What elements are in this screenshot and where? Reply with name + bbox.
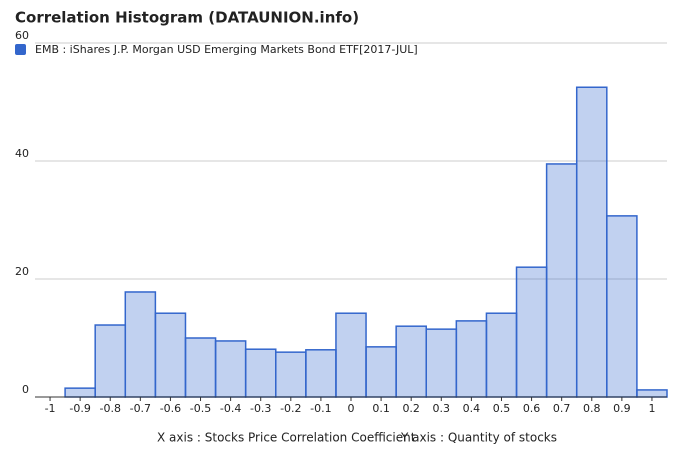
x-tick-label: 0.7 [553, 402, 571, 415]
x-tick-label: 0.2 [402, 402, 420, 415]
y-tick-label: 40 [15, 147, 29, 160]
legend-swatch [15, 44, 26, 55]
bar [515, 266, 548, 398]
y-tick-label: 60 [15, 29, 29, 42]
x-tick-label: -0.2 [280, 402, 301, 415]
x-tick-label: 0.1 [372, 402, 390, 415]
bar [545, 163, 578, 398]
bar [485, 312, 518, 398]
x-tick-label: 1 [648, 402, 655, 415]
bar [305, 349, 337, 398]
bar [636, 389, 668, 398]
x-tick-label: 0.9 [613, 402, 631, 415]
bar [214, 340, 247, 398]
x-tick-label: 0.4 [463, 402, 481, 415]
legend-label: EMB : iShares J.P. Morgan USD Emerging M… [35, 43, 418, 56]
x-tick-label: -0.3 [250, 402, 271, 415]
x-tick-label: -0.6 [160, 402, 181, 415]
x-tick-label: -0.1 [310, 402, 331, 415]
x-tick-label: -0.5 [190, 402, 211, 415]
chart-title: Correlation Histogram (DATAUNION.info) [15, 9, 359, 27]
x-tick-label: -1 [45, 402, 56, 415]
y-tick-label: 20 [15, 265, 29, 278]
x-tick-label: 0.8 [583, 402, 601, 415]
bar [244, 348, 277, 398]
bar [94, 324, 127, 398]
bar [395, 325, 427, 398]
bar [575, 86, 608, 398]
bar [154, 312, 187, 398]
bar [365, 346, 397, 398]
bar [64, 387, 96, 398]
bar [275, 351, 307, 398]
y-axis-label: Y axis : Quantity of stocks [400, 431, 557, 445]
bar [455, 320, 488, 398]
x-tick-label: 0.3 [433, 402, 451, 415]
x-tick-label: 0.5 [493, 402, 511, 415]
x-tick-label: 0.6 [523, 402, 541, 415]
y-tick-label: 0 [22, 383, 29, 396]
x-tick-label: -0.8 [100, 402, 121, 415]
x-tick-label: -0.9 [69, 402, 90, 415]
x-tick-label: -0.4 [220, 402, 241, 415]
x-axis-label: X axis : Stocks Price Correlation Coeffi… [157, 431, 416, 445]
x-tick-label: -0.7 [130, 402, 151, 415]
bar [335, 312, 367, 398]
bar [184, 337, 217, 398]
bar [425, 328, 458, 398]
x-tick-label: 0 [348, 402, 355, 415]
bar [606, 215, 638, 398]
bar [124, 291, 157, 398]
